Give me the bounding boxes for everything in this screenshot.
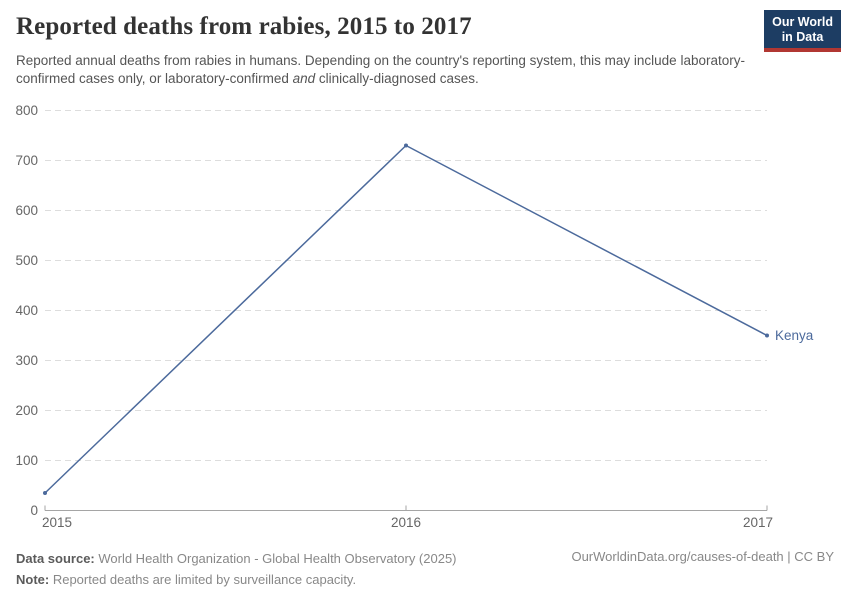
y-tick-label: 0 [30, 503, 38, 518]
data-point [765, 333, 769, 338]
chart-subtitle: Reported annual deaths from rabies in hu… [16, 52, 766, 87]
y-tick-label: 500 [15, 253, 38, 268]
x-tick-label: 2017 [743, 515, 773, 530]
owid-logo[interactable]: Our World in Data [764, 10, 841, 52]
note-label: Note: [16, 572, 50, 587]
y-tick-label: 600 [15, 203, 38, 218]
y-tick-label: 400 [15, 303, 38, 318]
footer-left: Data source: World Health Organization -… [16, 548, 457, 590]
y-tick-label: 300 [15, 353, 38, 368]
note-text: Reported deaths are limited by surveilla… [49, 572, 357, 587]
subtitle-text: Reported annual deaths from rabies in hu… [16, 53, 745, 86]
y-tick-label: 800 [15, 103, 38, 118]
footer-rights-link[interactable]: OurWorldinData.org/causes-of-death | CC … [571, 549, 834, 564]
series-label-kenya: Kenya [775, 328, 814, 343]
data-point [43, 491, 47, 495]
subtitle-text-end: clinically-diagnosed cases. [315, 70, 479, 86]
chart-title: Reported deaths from rabies, 2015 to 201… [16, 13, 472, 40]
y-tick-label: 100 [15, 453, 38, 468]
datasource-text: World Health Organization - Global Healt… [94, 551, 457, 566]
subtitle-italic-text: and [292, 70, 316, 86]
data-line-kenya [44, 144, 768, 494]
logo-line1: Our World [772, 15, 833, 29]
note-line: Note: Reported deaths are limited by sur… [16, 569, 457, 590]
x-tick-label: 2015 [42, 515, 72, 530]
y-tick-label: 700 [15, 153, 38, 168]
y-tick-label: 200 [15, 403, 38, 418]
datasource-label: Data source: [16, 551, 95, 566]
datasource-line: Data source: World Health Organization -… [16, 548, 457, 569]
logo-line2: in Data [781, 29, 824, 44]
x-tick-label: 2016 [391, 515, 421, 530]
data-point [404, 143, 408, 148]
